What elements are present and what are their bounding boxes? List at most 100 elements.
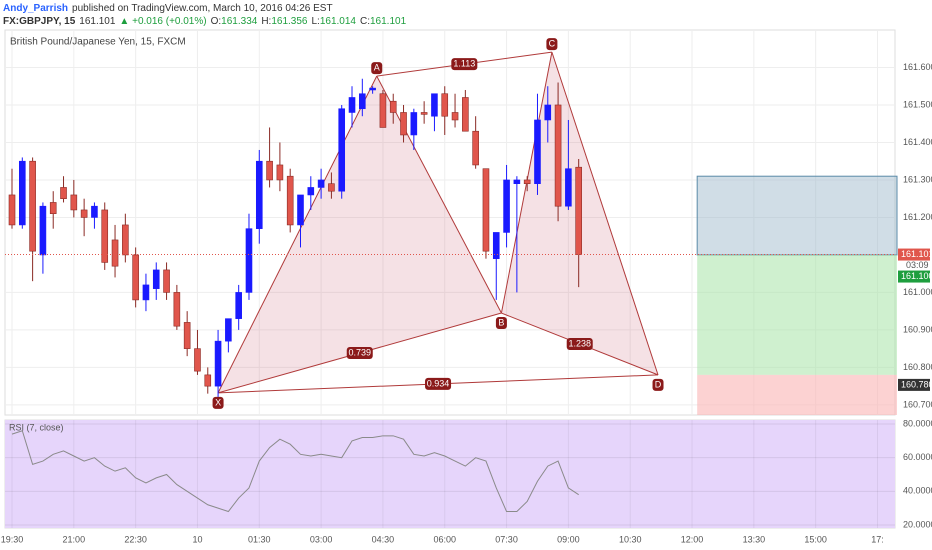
open: 161.334: [221, 16, 258, 27]
candle-body: [286, 175, 294, 226]
l-label: L:: [311, 16, 319, 27]
candle-body: [183, 322, 191, 349]
candle-body: [565, 168, 572, 207]
x-tick-label: 21:00: [63, 534, 86, 544]
candle-body: [60, 187, 67, 199]
ratio-label-box: [451, 58, 478, 71]
level-label: 161.100: [901, 271, 932, 281]
candle-body: [19, 160, 26, 226]
x-tick-label: 22:30: [124, 534, 147, 544]
candle-body: [163, 269, 170, 293]
candle-body: [80, 209, 88, 218]
y-tick-label: 20.0000: [903, 519, 932, 529]
rsi-line: [11, 430, 579, 513]
candle-body: [276, 164, 284, 181]
candle-body: [431, 93, 438, 117]
zone: [696, 175, 898, 256]
pattern-fill: [218, 76, 502, 393]
candle-body: [204, 374, 212, 387]
candle-body: [348, 97, 356, 113]
x-tick-label: 17:: [871, 534, 884, 544]
candle-body: [472, 130, 479, 166]
rsi-title: RSI (7, close): [9, 422, 64, 432]
y-tick-label: 160.900: [903, 324, 932, 334]
x-tick-label: 01:30: [248, 534, 271, 544]
candle-body: [544, 104, 552, 121]
ratio-label-box: [425, 377, 452, 390]
candle-body: [142, 284, 150, 301]
pattern-leg: [551, 51, 659, 376]
pattern-point-label-box: [495, 317, 507, 330]
level-label: 160.780: [901, 379, 932, 389]
candle-body: [235, 292, 242, 319]
x-tick-label: 06:00: [433, 534, 456, 544]
ratio-label: 0.934: [427, 378, 450, 388]
x-tick-label: 12:00: [681, 534, 704, 544]
candle-body: [225, 318, 232, 342]
candle-body: [152, 269, 160, 289]
c-label: C:: [360, 16, 370, 27]
candle-body: [379, 93, 387, 128]
last: 161.101: [79, 16, 116, 27]
candle-body: [389, 100, 397, 113]
candle-body: [8, 194, 16, 226]
zone: [697, 374, 897, 415]
candle-body: [359, 93, 366, 110]
pattern-point-label: C: [549, 38, 556, 48]
candle-body: [122, 224, 129, 256]
candle-body: [451, 112, 459, 121]
ratio-label: 1.238: [568, 338, 591, 348]
x-tick-label: 19:30: [1, 534, 24, 544]
candle-body: [91, 205, 98, 218]
candle-body: [101, 209, 109, 263]
author[interactable]: Andy_Parrish: [3, 3, 68, 14]
ratio-label: 1.113: [453, 58, 475, 68]
pattern-leg: [217, 75, 378, 394]
o-label: O:: [211, 16, 222, 27]
symbol: FX:GBPJPY, 15: [3, 16, 76, 27]
candle-body: [49, 202, 57, 214]
candle-body: [410, 112, 418, 136]
low: 161.014: [320, 16, 357, 27]
candle-body: [492, 232, 500, 259]
x-tick-label: 15:00: [804, 534, 827, 544]
candle-body: [173, 292, 181, 327]
x-tick-label: 03:00: [310, 534, 333, 544]
ratio-label-box: [346, 346, 373, 359]
published: published on TradingView.com, March 10, …: [72, 3, 333, 14]
y-tick-label: 40.0000: [903, 486, 932, 496]
pattern-point-label: B: [498, 317, 504, 327]
last-price-tag: [898, 248, 930, 261]
candle-body: [194, 348, 201, 372]
x-tick-label: 10:30: [619, 534, 642, 544]
candle-body: [214, 340, 222, 387]
y-tick-label: 161.600: [903, 62, 932, 72]
level-tag: [898, 378, 930, 391]
rsi-background: [5, 420, 895, 528]
pattern-point-label-box: [546, 38, 558, 51]
candle-body: [534, 119, 541, 185]
candle-body: [462, 97, 469, 132]
candle-body: [245, 228, 253, 293]
pattern-point-label: D: [655, 379, 662, 389]
candle-body: [297, 194, 304, 226]
x-tick-label: 04:30: [372, 534, 395, 544]
last-price-label: 161.101: [901, 249, 932, 259]
change: ▲ +0.016 (+0.01%): [119, 16, 206, 27]
candle-body: [503, 179, 510, 233]
zone: [697, 254, 897, 375]
y-tick-label: 80.0000: [903, 418, 932, 428]
y-tick-label: 161.000: [903, 287, 932, 297]
candle-body: [441, 93, 449, 117]
pattern-point-label: X: [215, 397, 221, 407]
pattern-point-label-box: [652, 378, 664, 391]
candle-body: [317, 179, 325, 188]
y-tick-label: 161.300: [903, 174, 932, 184]
candle-body: [70, 194, 78, 211]
y-tick-label: 160.700: [903, 399, 932, 409]
symbol-line: FX:GBPJPY, 15 161.101 ▲ +0.016 (+0.01%) O:1…: [3, 16, 407, 27]
countdown: 03:09: [906, 260, 929, 270]
chart-title: British Pound/Japanese Yen, 15, FXCM: [10, 37, 186, 48]
y-tick-label: 161.200: [903, 212, 932, 222]
